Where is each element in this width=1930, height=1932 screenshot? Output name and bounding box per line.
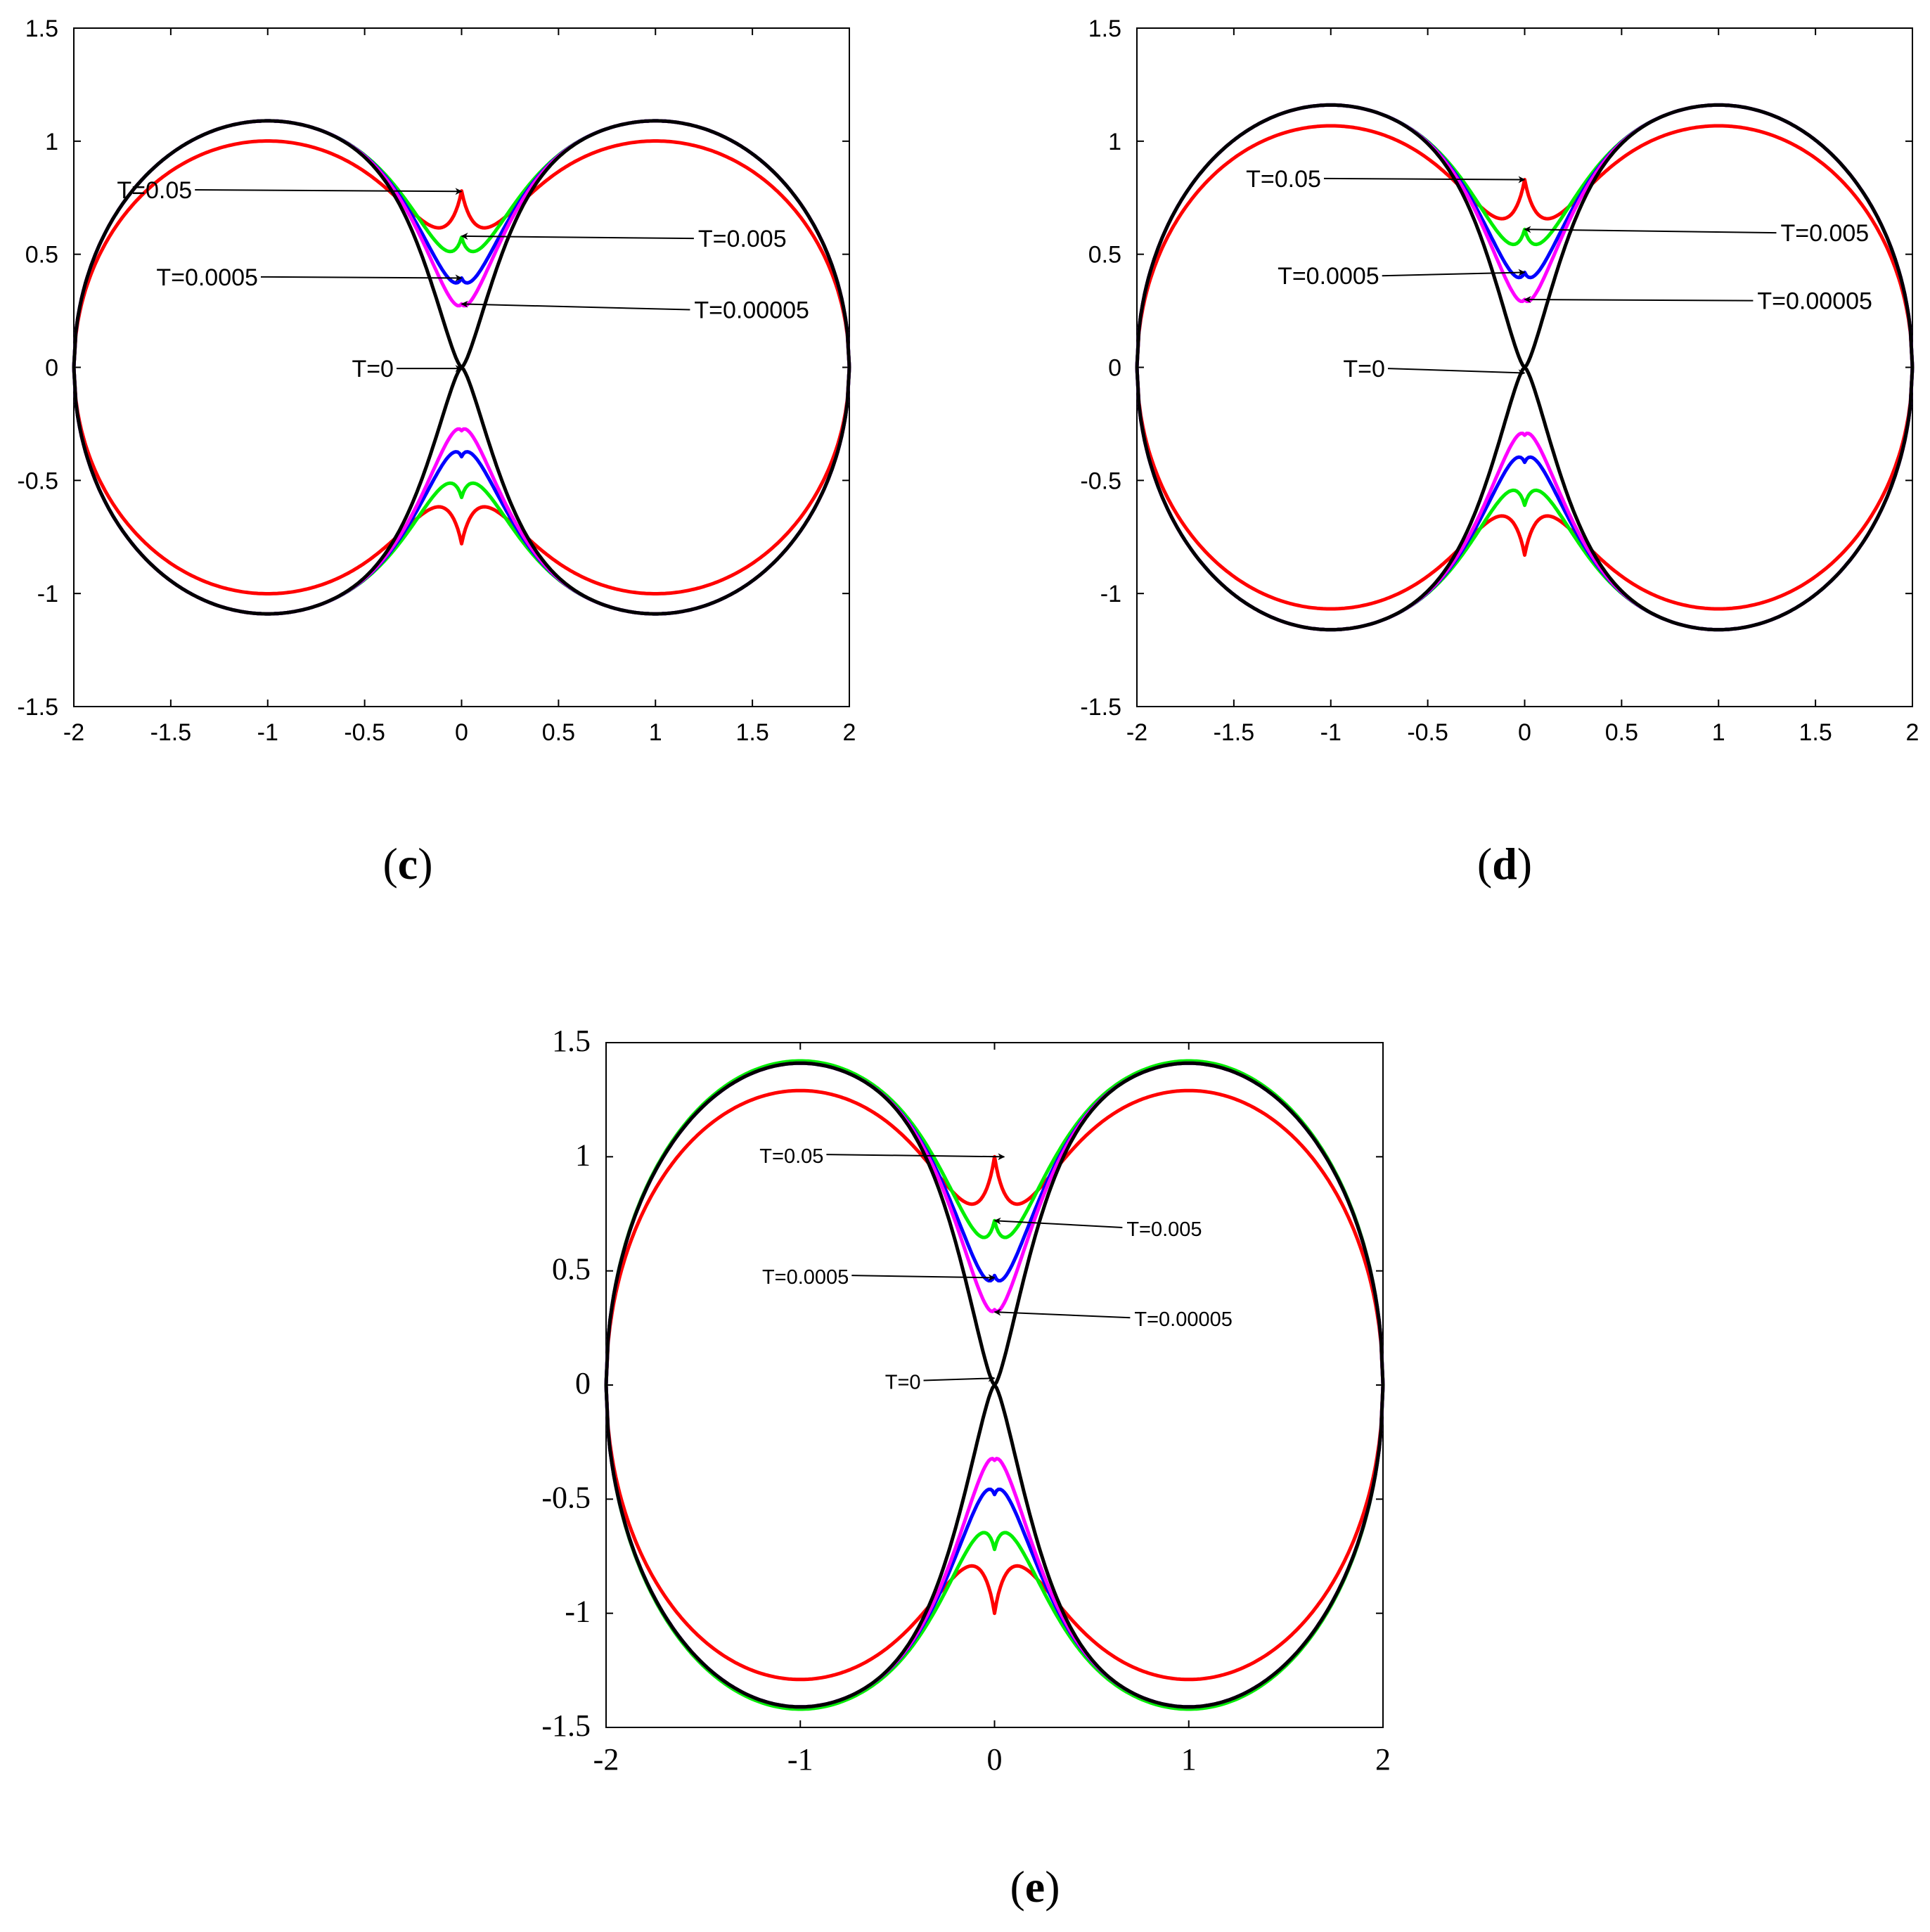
panel-e-series-4 <box>604 1061 1385 1709</box>
panel-c-x-tick-label: 1 <box>649 719 662 746</box>
panel-c-x-tick-label: -1.5 <box>150 719 192 746</box>
panel-d-x-tick-label: -1.5 <box>1214 719 1255 746</box>
panel-e-y-tick-label: -1 <box>565 1595 591 1629</box>
panel-e-annotation-label: T=0.05 <box>759 1145 823 1168</box>
panel-c-y-tick-label: 0.5 <box>25 242 58 269</box>
panel-c-annotation-label: T=0.05 <box>117 177 192 204</box>
panel-d-y-tick-label: 1 <box>1108 129 1121 155</box>
panel-d-y-tick-label: 0 <box>1108 355 1121 382</box>
panel-c-annotation-label: T=0.00005 <box>694 297 809 323</box>
panel-e-y-tick-label: -1.5 <box>541 1708 591 1743</box>
panel-e-annotation-arrow <box>993 1217 1123 1228</box>
panel-d-x-tick-label: -2 <box>1126 719 1147 746</box>
panel-d-annotation-arrow <box>1323 176 1526 183</box>
panel-d-annotation-label: T=0.00005 <box>1757 288 1872 315</box>
panel-c-annotation-arrow <box>461 233 694 240</box>
panel-e-x-tick-label: 2 <box>1375 1742 1391 1777</box>
panel-d-x-tick-label: 1 <box>1712 719 1725 746</box>
panel-d-annotation-label: T=0.0005 <box>1278 263 1379 290</box>
panel-e-x-tick-label: -2 <box>593 1742 619 1777</box>
panel-d-y-tick-label: 0.5 <box>1088 242 1121 269</box>
panel-d-series-4 <box>1135 103 1915 632</box>
panel-e-annotation-label: T=0.0005 <box>762 1266 849 1289</box>
panel-c-y-tick-label: 0 <box>45 355 58 382</box>
panel-c-annotation-arrow <box>461 300 690 311</box>
panel-e-y-tick-label: 0.5 <box>552 1252 591 1287</box>
panel-c-annotation-label: T=0.005 <box>698 226 787 252</box>
panel-e-annotation-label: T=0.00005 <box>1134 1308 1232 1331</box>
panel-e-x-tick-label: -1 <box>787 1742 813 1777</box>
panel-c-y-tick-label: -1.5 <box>17 694 58 721</box>
panel-d-x-tick-label: 2 <box>1906 719 1919 746</box>
panel-d-annotation-arrow <box>1387 368 1526 377</box>
panel-c-y-tick-label: 1.5 <box>25 15 58 42</box>
panel-d: -2 -1.5 -1 -0.5 0 0.5 1 1.5 2-1.5-1-0.500.511.5T… <box>1080 15 1919 889</box>
panel-e-y-tick-label: -0.5 <box>541 1480 591 1514</box>
panel-e-annotation-arrow <box>851 1274 996 1282</box>
panel-e-x-tick-label: 0 <box>987 1742 1003 1777</box>
panel-e-y-tick-label: 0 <box>575 1366 591 1400</box>
panel-d-x-tick-label: -0.5 <box>1407 719 1448 746</box>
panel-c-x-tick-label: 1.5 <box>735 719 768 746</box>
panel-d-annotation-arrow <box>1382 269 1526 277</box>
panel-e-x-tick-label: 1 <box>1181 1742 1197 1777</box>
panel-d-x-tick-label: 0 <box>1518 719 1531 746</box>
panel-c-x-tick-label: 0.5 <box>542 719 575 746</box>
panel-c-series-4 <box>72 119 851 616</box>
panel-d-annotation-label: T=0.005 <box>1780 220 1869 247</box>
panel-e-y-tick-label: 1 <box>575 1138 591 1172</box>
panel-d-y-tick-label: -1 <box>1100 581 1121 607</box>
panel-d-y-tick-label: -1.5 <box>1080 694 1121 721</box>
panel-e-label: (e) <box>1010 1862 1060 1912</box>
panel-d-x-tick-label: -1 <box>1320 719 1342 746</box>
panel-e-annotation-arrow <box>993 1308 1131 1319</box>
panel-c-y-tick-label: 1 <box>45 129 58 155</box>
panel-d-plot-area: -2 -1.5 -1 -0.5 0 0.5 1 1.5 2-1.5-1-0.500.511.5T… <box>1080 15 1919 746</box>
panel-c-annotation-arrow <box>260 274 463 282</box>
panel-d-x-tick-label: 1.5 <box>1799 719 1832 746</box>
panel-d-label: (d) <box>1477 839 1532 889</box>
panel-c-x-tick-label: -1 <box>257 719 278 746</box>
panel-d-y-tick-label: -0.5 <box>1080 468 1121 494</box>
panel-e: -2 -1 0 1 2 -1.5 -1 -0.5 0 0.5 1 1.5 T=0.05 T=0.005 T=… <box>541 1024 1391 1912</box>
panel-c-x-tick-label: 0 <box>455 719 468 746</box>
panel-e-plot-area: -2 -1 0 1 2 -1.5 -1 -0.5 0 0.5 1 1.5 T=0.05 T=0.005 T=… <box>541 1024 1391 1777</box>
panel-e-y-tick-label: 1.5 <box>552 1024 591 1058</box>
panel-d-y-tick-label: 1.5 <box>1088 15 1121 42</box>
panel-d-x-tick-label: 0.5 <box>1605 719 1638 746</box>
panel-d-annotation-arrow <box>1524 226 1777 234</box>
panel-c-x-tick-label: -0.5 <box>344 719 385 746</box>
panel-e-annotation-label: T=0 <box>885 1372 921 1394</box>
panel-c-y-tick-label: -0.5 <box>17 468 58 494</box>
panel-d-annotation-label: T=0 <box>1343 356 1385 382</box>
panel-e-annotation-arrow <box>826 1153 1005 1161</box>
panel-e-annotation-label: T=0.005 <box>1126 1218 1202 1241</box>
panel-c-plot-area: -2 -1.5 -1 -0.5 0 0.5 1 1.5 2-1.5-1-0.500.511.5T… <box>17 15 856 746</box>
panel-c-x-tick-label: -2 <box>63 719 84 746</box>
panel-c-y-tick-label: -1 <box>37 581 58 607</box>
panel-d-annotation-label: T=0.05 <box>1246 166 1321 193</box>
panel-d-annotation-arrow <box>1524 296 1754 304</box>
panel-c-x-tick-label: 2 <box>843 719 856 746</box>
panel-c-annotation-label: T=0.0005 <box>156 264 258 291</box>
panel-c: -2 -1.5 -1 -0.5 0 0.5 1 1.5 2-1.5-1-0.500.511.5T… <box>17 15 856 889</box>
panel-c-annotation-label: T=0 <box>352 356 394 382</box>
panel-c-label: (c) <box>382 839 432 889</box>
panel-e-annotation-arrow <box>923 1374 996 1382</box>
panel-c-annotation-arrow <box>195 188 463 195</box>
